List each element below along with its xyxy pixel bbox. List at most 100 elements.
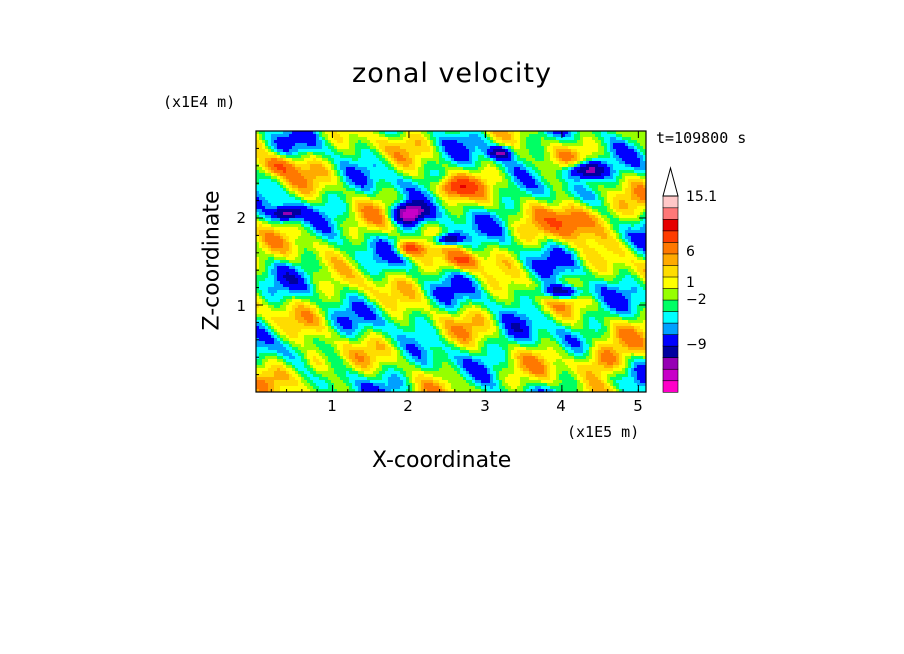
field-cell <box>331 245 335 249</box>
field-cell <box>460 242 464 246</box>
field-cell <box>640 155 644 159</box>
field-cell <box>637 179 641 183</box>
field-cell <box>472 173 476 177</box>
field-cell <box>424 188 428 192</box>
field-cell <box>589 158 593 162</box>
field-cell <box>529 191 533 195</box>
field-cell <box>262 239 266 243</box>
field-cell <box>547 167 551 171</box>
field-cell <box>547 239 551 243</box>
field-cell <box>379 215 383 219</box>
field-cell <box>316 155 320 159</box>
field-cell <box>556 200 560 204</box>
field-cell <box>544 170 548 174</box>
field-cell <box>472 161 476 165</box>
field-cell <box>415 239 419 243</box>
field-cell <box>301 188 305 192</box>
field-cell <box>613 167 617 171</box>
field-cell <box>556 242 560 246</box>
field-cell <box>373 233 377 237</box>
field-cell <box>265 236 269 240</box>
field-cell <box>580 143 584 147</box>
field-cell <box>637 182 641 186</box>
field-cell <box>271 239 275 243</box>
field-cell <box>541 170 545 174</box>
field-cell <box>391 137 395 141</box>
field-cell <box>361 191 365 195</box>
field-cell <box>571 173 575 177</box>
field-cell <box>580 191 584 195</box>
field-cell <box>568 182 572 186</box>
field-cell <box>634 188 638 192</box>
field-cell <box>349 143 353 147</box>
field-cell <box>424 149 428 153</box>
field-cell <box>520 191 524 195</box>
field-cell <box>631 152 635 156</box>
field-cell <box>616 131 620 135</box>
field-cell <box>373 218 377 222</box>
field-cell <box>472 170 476 174</box>
field-cell <box>301 155 305 159</box>
field-cell <box>313 188 317 192</box>
field-cell <box>535 209 539 213</box>
field-cell <box>508 164 512 168</box>
field-cell <box>490 143 494 147</box>
field-cell <box>484 197 488 201</box>
field-cell <box>340 233 344 237</box>
field-cell <box>508 233 512 237</box>
field-cell <box>265 179 269 183</box>
field-cell <box>619 206 623 210</box>
field-cell <box>481 236 485 240</box>
field-cell <box>307 170 311 174</box>
field-cell <box>307 134 311 138</box>
field-cell <box>298 176 302 180</box>
field-cell <box>274 158 278 162</box>
field-cell <box>379 182 383 186</box>
field-cell <box>283 227 287 231</box>
field-cell <box>310 188 314 192</box>
field-cell <box>415 182 419 186</box>
field-cell <box>574 221 578 225</box>
field-cell <box>319 197 323 201</box>
field-cell <box>538 218 542 222</box>
field-cell <box>397 218 401 222</box>
field-cell <box>352 167 356 171</box>
field-cell <box>442 230 446 234</box>
field-cell <box>283 140 287 144</box>
field-cell <box>358 188 362 192</box>
field-cell <box>493 176 497 180</box>
field-cell <box>349 245 353 249</box>
field-cell <box>361 212 365 216</box>
field-cell <box>313 230 317 234</box>
field-cell <box>274 161 278 165</box>
field-cell <box>469 242 473 246</box>
field-cell <box>436 167 440 171</box>
field-cell <box>457 158 461 162</box>
field-cell <box>496 233 500 237</box>
field-cell <box>277 137 281 141</box>
field-cell <box>298 131 302 135</box>
field-cell <box>532 173 536 177</box>
field-cell <box>517 131 521 135</box>
field-cell <box>469 179 473 183</box>
field-cell <box>382 152 386 156</box>
field-cell <box>625 152 629 156</box>
field-cell <box>346 239 350 243</box>
field-cell <box>316 173 320 177</box>
field-cell <box>352 134 356 138</box>
field-cell <box>304 218 308 222</box>
field-cell <box>268 239 272 243</box>
field-cell <box>571 137 575 141</box>
field-cell <box>322 161 326 165</box>
field-cell <box>490 206 494 210</box>
field-cell <box>388 161 392 165</box>
field-cell <box>586 224 590 228</box>
field-cell <box>331 224 335 228</box>
field-cell <box>283 164 287 168</box>
field-cell <box>520 170 524 174</box>
field-cell <box>361 152 365 156</box>
field-cell <box>634 164 638 168</box>
field-cell <box>631 215 635 219</box>
field-cell <box>574 185 578 189</box>
field-cell <box>472 188 476 192</box>
